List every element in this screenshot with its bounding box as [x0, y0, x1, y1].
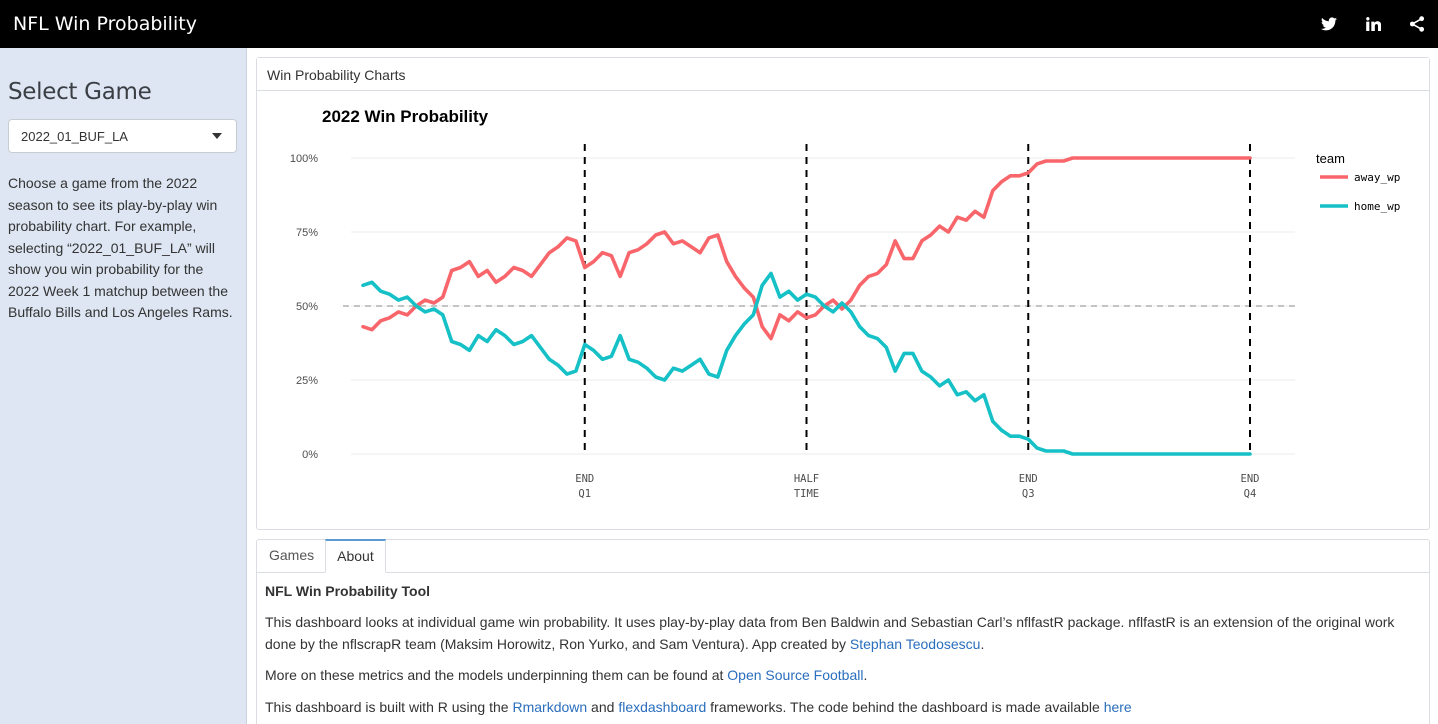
- open-source-football-link[interactable]: Open Source Football: [727, 667, 864, 683]
- x-tick-label: END: [1241, 473, 1260, 485]
- code-link[interactable]: here: [1103, 698, 1132, 715]
- game-select[interactable]: 2022_01_BUF_LA: [8, 119, 237, 153]
- about-panel: Games About NFL Win Probability Tool Thi…: [256, 539, 1430, 724]
- y-tick-label: 50%: [296, 301, 318, 313]
- win-probability-chart: 2022 Win Probability 0% 25% 50% 75% 100% END Q…: [290, 107, 1401, 500]
- series-line-home-wp: [361, 271, 1252, 456]
- y-tick-label: 75%: [296, 227, 318, 239]
- sidebar-description: Choose a game from the 2022 season to se…: [8, 175, 233, 320]
- sidebar: Select Game 2022_01_BUF_LA Choose a game…: [0, 48, 247, 724]
- chart-panel: Win Probability Charts 2022 Win Probabil…: [256, 57, 1430, 530]
- about-heading: NFL Win Probability Tool: [265, 583, 431, 599]
- about-p3-mid: and: [587, 698, 619, 715]
- about-p3-mid2: frameworks. The code behind the dashboar…: [706, 698, 1104, 715]
- about-p2-end: .: [863, 667, 868, 683]
- about-content: NFL Win Probability Tool This dashboard …: [257, 573, 1429, 718]
- author-link[interactable]: Stephan Teodosescu: [849, 635, 981, 652]
- y-tick-label: 100%: [290, 153, 318, 165]
- legend-title: team: [1316, 151, 1345, 166]
- x-tick-label: END: [575, 473, 594, 485]
- twitter-icon[interactable]: [1320, 15, 1338, 33]
- tab-bar: Games About: [257, 539, 1429, 573]
- about-p3-text: This dashboard is built with R using the: [265, 698, 513, 715]
- tab-games[interactable]: Games: [269, 547, 315, 563]
- x-tick-label: TIME: [794, 488, 819, 500]
- about-paragraph-1: This dashboard looks at individual game …: [265, 612, 1421, 655]
- flexdashboard-link[interactable]: flexdashboard: [618, 698, 707, 715]
- x-tick-label: Q4: [1244, 488, 1257, 500]
- series-line-away-wp: [361, 156, 1252, 341]
- about-p1-text: This dashboard looks at individual game …: [265, 614, 1395, 652]
- legend-label: home_wp: [1354, 200, 1400, 213]
- share-icon[interactable]: [1408, 15, 1426, 33]
- game-select-value: 2022_01_BUF_LA: [21, 128, 128, 144]
- x-tick-label: Q1: [578, 488, 591, 500]
- y-tick-label: 25%: [296, 375, 318, 387]
- tab-about[interactable]: About: [325, 539, 386, 573]
- app-title[interactable]: NFL Win Probability: [13, 13, 197, 35]
- navbar: NFL Win Probability: [0, 0, 1438, 48]
- chart-title: 2022 Win Probability: [322, 107, 489, 126]
- sidebar-heading: Select Game: [8, 79, 152, 105]
- about-p1-end: .: [980, 635, 985, 652]
- caret-down-icon: [212, 133, 222, 139]
- about-p2-text: More on these metrics and the models und…: [265, 667, 728, 683]
- nav-icons: [1320, 15, 1438, 33]
- legend-label: away_wp: [1354, 171, 1400, 184]
- linkedin-icon[interactable]: [1364, 15, 1382, 33]
- about-paragraph-2: More on these metrics and the models und…: [265, 665, 1421, 687]
- about-paragraph-3: This dashboard is built with R using the…: [265, 697, 1421, 719]
- rmarkdown-link[interactable]: Rmarkdown: [512, 698, 588, 715]
- x-tick-label: Q3: [1022, 488, 1035, 500]
- chart-panel-header: Win Probability Charts: [257, 58, 1429, 91]
- x-tick-label: END: [1019, 473, 1038, 485]
- x-tick-label: HALF: [794, 473, 819, 485]
- y-tick-label: 0%: [302, 449, 318, 461]
